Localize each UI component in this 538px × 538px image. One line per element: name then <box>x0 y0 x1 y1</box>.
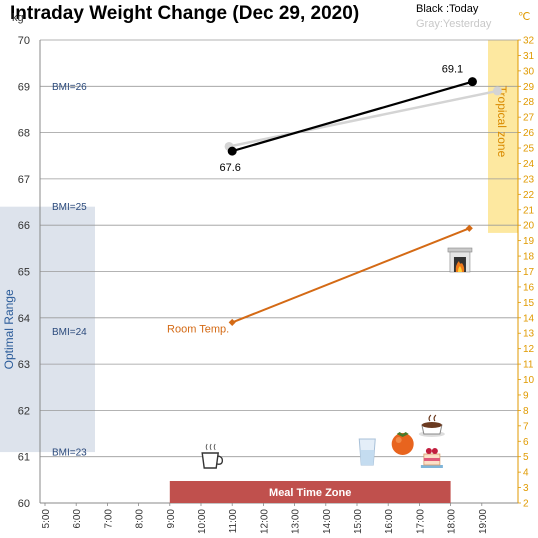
left-tick-62: 62 <box>18 405 30 417</box>
today-label-1: 69.1 <box>442 64 463 76</box>
right-tick-8: 8 <box>523 406 529 417</box>
right-tick-6: 6 <box>523 437 529 448</box>
right-tick-20: 20 <box>523 221 535 232</box>
chart-title: Intraday Weight Change (Dec 29, 2020) <box>10 3 359 24</box>
x-tick-7: 12:00 <box>259 509 270 534</box>
right-unit: ℃ <box>518 11 530 23</box>
right-tick-23: 23 <box>523 174 535 185</box>
right-tick-17: 17 <box>523 267 535 278</box>
fireplace-icon <box>447 247 473 273</box>
left-unit: kg <box>12 12 24 24</box>
right-tick-22: 22 <box>523 190 535 201</box>
meal-zone-label: Meal Time Zone <box>269 487 351 499</box>
right-tick-31: 31 <box>523 51 535 62</box>
right-tick-9: 9 <box>523 390 529 401</box>
right-tick-15: 15 <box>523 298 535 309</box>
x-tick-5: 10:00 <box>197 509 208 534</box>
right-tick-21: 21 <box>523 205 535 216</box>
x-tick-8: 13:00 <box>291 509 302 534</box>
persimmon-icon <box>391 432 414 455</box>
right-tick-5: 5 <box>523 452 529 463</box>
x-tick-0: 5:00 <box>41 509 52 529</box>
right-tick-3: 3 <box>523 483 529 494</box>
tropical-zone <box>488 40 518 233</box>
left-tick-70: 70 <box>18 35 30 47</box>
temp-line <box>231 227 470 324</box>
yesterday-line <box>228 89 498 148</box>
right-tick-10: 10 <box>523 375 535 386</box>
left-tick-61: 61 <box>18 452 30 464</box>
gridlines <box>40 39 518 504</box>
left-tick-67: 67 <box>18 174 30 186</box>
right-tick-27: 27 <box>523 113 535 124</box>
right-tick-7: 7 <box>523 421 529 432</box>
meal-time-zone <box>169 481 451 503</box>
today-point-1 <box>467 77 477 87</box>
hot-drink-icon <box>418 414 445 437</box>
right-tick-13: 13 <box>523 329 535 340</box>
x-tick-10: 15:00 <box>353 509 364 534</box>
tropical-zone-label: Tropical zone <box>495 86 509 158</box>
left-tick-65: 65 <box>18 267 30 279</box>
right-tick-12: 12 <box>523 344 535 355</box>
right-tick-labels: 2345678910111213141516171819202122232425… <box>518 36 535 510</box>
right-tick-26: 26 <box>523 128 535 139</box>
x-tick-11: 16:00 <box>384 509 395 534</box>
today-point-0 <box>227 146 237 156</box>
right-tick-32: 32 <box>523 36 535 47</box>
right-tick-25: 25 <box>523 144 535 155</box>
bmi-label-3: BMI=23 <box>52 448 87 459</box>
x-tick-13: 18:00 <box>447 509 458 534</box>
x-tick-14: 19:00 <box>478 509 489 534</box>
right-tick-16: 16 <box>523 282 535 293</box>
left-tick-64: 64 <box>18 313 30 325</box>
left-tick-68: 68 <box>18 128 30 140</box>
series-group: 67.6 69.1 Room Temp. <box>167 64 502 335</box>
left-tick-66: 66 <box>18 220 30 232</box>
right-tick-30: 30 <box>523 66 535 77</box>
today-line <box>231 80 473 153</box>
right-tick-11: 11 <box>523 360 534 371</box>
x-tick-12: 17:00 <box>415 509 426 534</box>
water-glass-icon <box>358 438 376 466</box>
right-tick-29: 29 <box>523 82 535 93</box>
right-tick-19: 19 <box>523 236 535 247</box>
right-tick-14: 14 <box>523 313 535 324</box>
temp-point-1 <box>465 224 473 232</box>
right-tick-4: 4 <box>523 468 529 479</box>
right-tick-18: 18 <box>523 252 535 263</box>
yesterday-point-1 <box>492 86 502 96</box>
icons-group <box>201 247 473 469</box>
x-tick-9: 14:00 <box>322 509 333 534</box>
optimal-range-zone <box>0 206 95 453</box>
left-tick-60: 60 <box>18 498 30 510</box>
legend-yesterday: Gray:Yesterday <box>416 18 492 30</box>
x-tick-3: 8:00 <box>135 509 146 529</box>
x-tick-2: 7:00 <box>103 509 114 529</box>
coffee-cup-icon <box>201 443 224 469</box>
right-tick-2: 2 <box>523 499 529 510</box>
left-tick-labels: 60 61 62 63 64 65 66 67 68 69 70 <box>18 35 30 510</box>
legend-today: Black :Today <box>416 3 479 15</box>
x-tick-labels: 5:00 6:00 7:00 8:00 9:00 10:00 11:00 12:00 13:00… <box>41 503 489 534</box>
right-tick-28: 28 <box>523 97 535 108</box>
bmi-label-1: BMI=25 <box>52 202 87 213</box>
bmi-label-2: BMI=24 <box>52 327 87 338</box>
bmi-labels: BMI=26 BMI=25 BMI=24 BMI=23 <box>52 82 87 459</box>
left-tick-63: 63 <box>18 359 30 371</box>
bmi-label-0: BMI=26 <box>52 82 87 93</box>
temp-label: Room Temp. <box>167 323 229 335</box>
temp-point-0 <box>228 318 236 326</box>
x-tick-4: 9:00 <box>166 509 177 529</box>
today-label-0: 67.6 <box>219 162 240 174</box>
optimal-range-label: Optimal Range <box>2 289 16 369</box>
left-tick-69: 69 <box>18 81 30 93</box>
x-tick-1: 6:00 <box>72 509 83 529</box>
x-tick-6: 11:00 <box>228 509 239 534</box>
right-tick-24: 24 <box>523 159 535 170</box>
cake-icon <box>420 448 443 468</box>
